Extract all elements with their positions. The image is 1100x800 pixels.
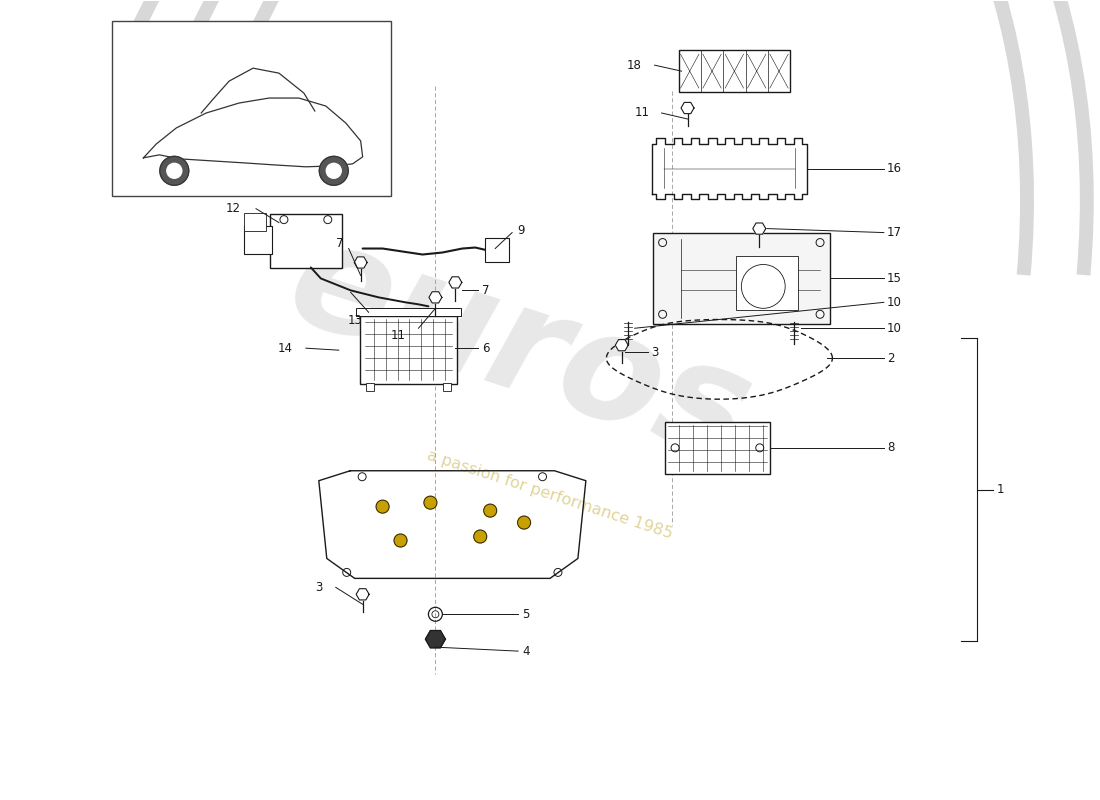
Text: 18: 18 — [627, 58, 641, 72]
Text: 7: 7 — [337, 237, 343, 250]
Circle shape — [474, 530, 486, 543]
Circle shape — [518, 516, 530, 529]
Polygon shape — [356, 589, 370, 600]
Bar — [270, 214, 342, 269]
Text: 14: 14 — [278, 342, 293, 354]
Circle shape — [484, 504, 497, 517]
Circle shape — [376, 500, 389, 513]
Text: 3: 3 — [316, 581, 322, 594]
Bar — [666, 422, 770, 474]
Text: 10: 10 — [887, 322, 902, 334]
Polygon shape — [426, 630, 446, 648]
Bar — [652, 233, 830, 324]
Text: euros: euros — [272, 208, 768, 493]
Bar — [355, 308, 461, 316]
Text: 11: 11 — [390, 329, 406, 342]
Bar — [485, 238, 509, 262]
Polygon shape — [615, 339, 628, 351]
Text: 17: 17 — [887, 226, 902, 239]
Text: a passion for performance 1985: a passion for performance 1985 — [426, 448, 674, 542]
Bar — [365, 383, 374, 391]
Text: 6: 6 — [482, 342, 490, 354]
Text: 10: 10 — [887, 296, 902, 309]
Text: 1: 1 — [997, 483, 1004, 496]
Text: 11: 11 — [635, 106, 650, 119]
Text: 15: 15 — [887, 272, 902, 285]
Bar — [244, 226, 272, 254]
Circle shape — [160, 156, 189, 186]
Bar — [111, 22, 390, 196]
Text: 3: 3 — [651, 346, 659, 358]
Text: 12: 12 — [227, 202, 241, 215]
Bar — [736, 255, 799, 310]
Polygon shape — [354, 257, 367, 268]
Bar — [443, 383, 451, 391]
Polygon shape — [752, 223, 766, 234]
Bar — [244, 213, 266, 230]
Bar — [679, 50, 790, 92]
Text: 13: 13 — [348, 314, 363, 326]
Polygon shape — [681, 102, 694, 114]
Polygon shape — [429, 292, 442, 303]
Text: 5: 5 — [522, 608, 529, 621]
Bar — [360, 316, 458, 384]
Text: 9: 9 — [517, 224, 525, 237]
Text: 16: 16 — [887, 162, 902, 175]
Text: 8: 8 — [887, 442, 894, 454]
Circle shape — [327, 163, 341, 178]
Text: 4: 4 — [522, 645, 529, 658]
Text: 2: 2 — [887, 352, 894, 365]
Circle shape — [424, 496, 437, 509]
Circle shape — [394, 534, 407, 547]
Circle shape — [167, 163, 182, 178]
Circle shape — [319, 156, 349, 186]
Polygon shape — [449, 277, 462, 288]
Text: 7: 7 — [482, 284, 490, 297]
